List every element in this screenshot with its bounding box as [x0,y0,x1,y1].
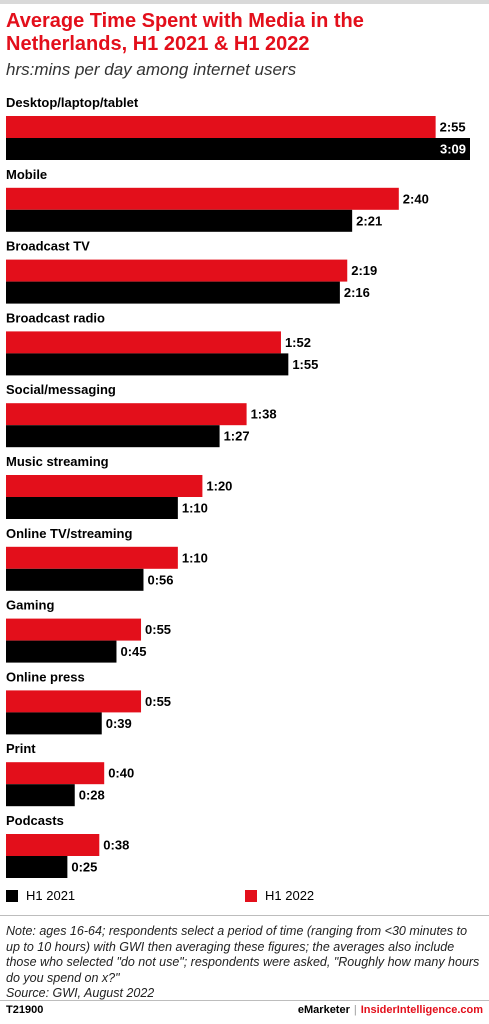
category-label-mobile: Mobile [6,167,47,182]
bar-h1-2021-music-streaming [6,497,178,519]
bar-h1-2022-broadcast-tv [6,259,348,282]
value-label-h1-2021-social-messaging: 1:27 [224,429,250,444]
bar-h1-2022-online-tv-streaming [6,546,178,569]
bar-chart: Desktop/laptop/tablet 2:55 3:09 Mobile 2:40 2… [6,95,470,878]
bar-h1-2022-mobile [6,187,399,210]
bar-h1-2022-broadcast-radio [6,331,281,354]
bar-h1-2021-podcasts [6,856,68,878]
note-text: Note: ages 16-64; respondents select a p… [6,924,480,985]
brand-insider-intelligence: InsiderIntelligence.com [360,1004,483,1016]
legend-label-h1-2022: H1 2022 [265,888,315,903]
bar-h1-2021-online-press [6,712,102,735]
category-label-online-tv-streaming: Online TV/streaming [6,526,132,541]
bar-h1-2022-print [6,762,105,785]
value-label-h1-2022-mobile: 2:40 [403,191,429,206]
bar-h1-2021-desktop-laptop-tablet [6,138,470,160]
value-label-h1-2021-desktop-laptop-tablet: 3:09 [440,142,466,157]
bar-h1-2022-gaming [6,618,142,641]
chart-subtitle: hrs:mins per day among internet users [6,60,297,79]
category-label-podcasts: Podcasts [6,813,64,828]
bar-h1-2021-gaming [6,640,117,663]
bar-h1-2022-desktop-laptop-tablet [6,116,436,138]
value-label-h1-2022-podcasts: 0:38 [103,838,129,853]
divider-footer [0,1000,489,1001]
value-label-h1-2021-print: 0:28 [79,788,105,803]
value-label-h1-2022-social-messaging: 1:38 [251,407,277,422]
bar-h1-2021-broadcast-radio [6,353,289,376]
value-label-h1-2022-print: 0:40 [108,766,134,781]
source-text: Source: GWI, August 2022 [6,986,155,1000]
bar-h1-2022-podcasts [6,834,100,856]
footer-brand: eMarketer | InsiderIntelligence.com [298,1004,483,1016]
category-label-social-messaging: Social/messaging [6,382,116,397]
bar-h1-2021-print [6,784,75,807]
bar-h1-2021-mobile [6,209,353,232]
legend-swatch-h1-2021 [6,889,18,902]
value-label-h1-2021-broadcast-radio: 1:55 [292,357,318,372]
legend-item-h1-2022: H1 2022 [245,888,314,903]
bar-h1-2021-online-tv-streaming [6,568,144,591]
bar-h1-2021-social-messaging [6,425,220,448]
bar-h1-2021-broadcast-tv [6,281,340,304]
value-label-h1-2021-podcasts: 0:25 [71,860,97,875]
bar-h1-2022-online-press [6,690,142,713]
value-label-h1-2022-broadcast-tv: 2:19 [351,263,377,278]
bar-h1-2022-social-messaging [6,403,247,426]
legend-swatch-h1-2022 [245,889,257,902]
category-label-desktop-laptop-tablet: Desktop/laptop/tablet [6,95,139,110]
chart-id: T21900 [6,1004,44,1016]
value-label-h1-2022-online-tv-streaming: 1:10 [182,550,208,565]
value-label-h1-2021-mobile: 2:21 [356,213,382,228]
value-label-h1-2022-desktop-laptop-tablet: 2:55 [440,120,466,135]
value-label-h1-2021-online-tv-streaming: 0:56 [147,572,173,587]
category-label-gaming: Gaming [6,598,54,613]
value-label-h1-2022-gaming: 0:55 [145,622,171,637]
value-label-h1-2021-online-press: 0:39 [106,716,132,731]
bar-h1-2022-music-streaming [6,475,203,497]
brand-separator: | [353,1004,357,1016]
category-label-broadcast-radio: Broadcast radio [6,310,105,325]
value-label-h1-2021-gaming: 0:45 [120,644,146,659]
category-label-broadcast-tv: Broadcast TV [6,239,90,254]
value-label-h1-2022-music-streaming: 1:20 [206,479,232,494]
value-label-h1-2022-broadcast-radio: 1:52 [285,335,311,350]
category-label-music-streaming: Music streaming [6,454,109,469]
legend-label-h1-2021: H1 2021 [26,888,76,903]
brand-emarketer: eMarketer [297,1004,350,1016]
top-rule [0,0,489,4]
chart-note: Note: ages 16-64; respondents select a p… [6,924,484,1002]
legend-item-h1-2021: H1 2021 [6,888,75,903]
divider-note [0,915,489,916]
category-label-online-press: Online press [6,669,85,684]
value-label-h1-2021-broadcast-tv: 2:16 [344,285,370,300]
value-label-h1-2021-music-streaming: 1:10 [182,501,208,516]
category-label-print: Print [6,741,36,756]
chart-title: Average Time Spent with Media in the Net… [6,10,364,55]
value-label-h1-2022-online-press: 0:55 [145,694,171,709]
